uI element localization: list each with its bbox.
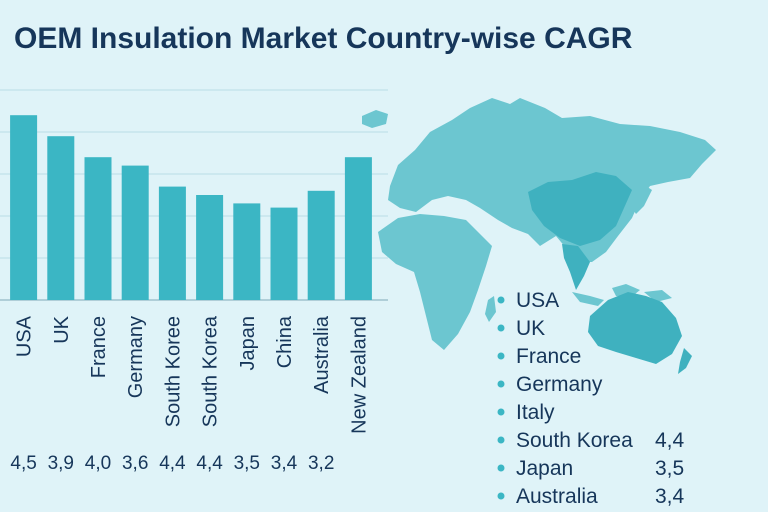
x-tick-label: France	[88, 316, 110, 378]
legend-label: South Korea	[516, 429, 633, 452]
bar	[10, 115, 38, 300]
bar	[196, 195, 224, 300]
madagascar	[485, 296, 496, 322]
legend-dot	[497, 324, 505, 332]
legend-label: Germany	[516, 373, 603, 396]
legend-label: USA	[516, 289, 559, 312]
legend-dot	[497, 408, 505, 416]
southeast-asia	[562, 244, 590, 290]
china	[528, 172, 632, 246]
footer-label: 4,5	[10, 453, 36, 474]
legend-dot	[497, 296, 505, 304]
x-tick-label: South Koree	[162, 316, 184, 427]
bar	[233, 203, 261, 300]
x-tick-label: Germany	[125, 316, 147, 398]
footer-label: 3,9	[48, 453, 74, 474]
legend-dot	[497, 380, 505, 388]
legend-dot	[497, 352, 505, 360]
footer-label: 4,4	[196, 453, 223, 474]
bar	[344, 157, 372, 300]
legend-label: Italy	[516, 401, 555, 424]
x-tick-label: Japan	[237, 316, 259, 371]
x-tick-label: USA	[14, 315, 36, 357]
x-tick-label: UK	[51, 315, 73, 343]
bar	[47, 136, 75, 300]
legend-label: UK	[516, 317, 545, 340]
eurasia	[388, 98, 716, 262]
legend-label: Japan	[516, 457, 573, 480]
legend-value: 3,4	[655, 485, 685, 508]
legend-dot	[497, 464, 505, 472]
bar	[121, 165, 149, 300]
new-zealand	[678, 348, 692, 374]
footer-label: 4,4	[159, 453, 186, 474]
bar	[270, 207, 298, 300]
footer-label: 3,5	[234, 453, 260, 474]
x-tick-label: South Korea	[200, 315, 222, 427]
x-tick-label: Australia	[311, 315, 333, 394]
chart-title: OEM Insulation Market Country-wise CAGR	[14, 22, 633, 55]
legend-dot	[497, 436, 505, 444]
australia	[588, 292, 682, 364]
bar	[84, 157, 112, 300]
africa	[378, 214, 492, 350]
greenland	[362, 110, 388, 128]
legend-dot	[497, 492, 505, 500]
footer-label: 3,4	[271, 453, 298, 474]
bar	[158, 186, 186, 300]
legend-label: Australia	[516, 485, 598, 508]
bar	[307, 190, 335, 300]
world-map	[362, 98, 716, 374]
footer-label: 4,0	[85, 453, 111, 474]
legend-value: 3,5	[655, 457, 684, 480]
x-tick-label: China	[274, 315, 296, 368]
legend-value: 4,4	[655, 429, 685, 452]
japan	[632, 186, 652, 214]
footer-label: 3,6	[122, 453, 148, 474]
footer-label: 3,2	[308, 453, 334, 474]
legend-label: France	[516, 345, 581, 368]
x-tick-label: New Zealand	[348, 316, 370, 434]
